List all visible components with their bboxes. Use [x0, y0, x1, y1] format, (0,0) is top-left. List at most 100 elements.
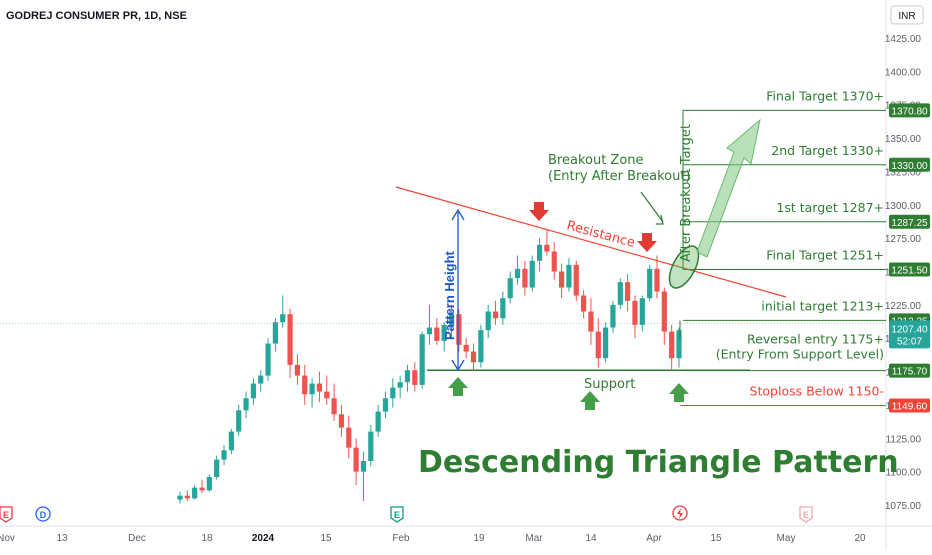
candle-body-20 [324, 391, 330, 399]
time-tick-0: Nov [0, 533, 15, 544]
price-tick-8: 1225.00 [885, 301, 922, 312]
candle-body-37 [448, 314, 455, 325]
level-label-6: Stoploss Below 1150- [750, 383, 884, 398]
breakout-pointer-head [656, 214, 664, 225]
event-marker-2[interactable] [390, 506, 404, 523]
candle-body-62 [632, 300, 638, 325]
event-marker-label-2: E [394, 510, 400, 520]
candle-body-59 [610, 304, 616, 328]
candle-body-16 [294, 364, 301, 376]
candle-body-10 [250, 383, 256, 399]
level-label2-5: (Entry From Support Level) [716, 347, 884, 362]
level-badge-0 [889, 103, 930, 118]
time-tick-8: Mar [525, 533, 543, 544]
level-badge-1 [889, 157, 930, 172]
candle-body-3 [199, 487, 205, 491]
level-badge-5 [889, 363, 930, 378]
after-breakout-target-label: After Breakout Target [679, 124, 694, 262]
candle-body-19 [316, 383, 323, 392]
last-price-countdown: 52:07 [897, 336, 922, 347]
candle-body-44 [500, 298, 506, 319]
candle-body-8 [236, 410, 242, 432]
level-badge-2 [889, 214, 930, 229]
candle-body-45 [507, 278, 513, 299]
event-marker-3[interactable] [799, 506, 813, 523]
candle-body-43 [492, 311, 499, 319]
resistance-label: Resistance [565, 218, 637, 251]
time-tick-5: 15 [320, 533, 332, 544]
candle-body-15 [287, 314, 293, 365]
event-marker-0[interactable] [0, 506, 13, 523]
last-price-value: 1207.40 [891, 324, 928, 335]
level-label-0: Final Target 1370+ [766, 88, 884, 103]
resistance-touch-arrow-2 [637, 233, 657, 252]
event-marker-label-3: E [803, 510, 809, 520]
time-tick-1: 13 [56, 533, 68, 544]
candle-body-38 [456, 314, 462, 345]
time-tick-2: Dec [128, 533, 146, 544]
level-badge-text-6: 1149.60 [892, 401, 928, 412]
candle-body-53 [566, 264, 572, 288]
price-tick-6: 1275.00 [885, 234, 922, 245]
resistance-touch-arrow-1 [529, 202, 549, 221]
candle-body-64 [647, 268, 653, 299]
candle-body-51 [551, 251, 557, 272]
candle-body-6 [221, 450, 227, 460]
candle-body-5 [214, 459, 220, 477]
candle-body-66 [661, 291, 667, 332]
support-touch-arrow-2 [580, 391, 600, 410]
time-tick-3: 18 [201, 533, 213, 544]
candle-body-35 [434, 327, 440, 341]
time-tick-11: 15 [710, 533, 722, 544]
candle-body-54 [573, 264, 579, 296]
price-tick-14: 1075.00 [885, 501, 922, 512]
currency-selector[interactable]: INR [890, 5, 924, 25]
price-tick-0: 1425.00 [885, 34, 922, 45]
candle-body-47 [522, 268, 528, 288]
level-badge-text-5: 1175.70 [892, 367, 928, 378]
breakout-zone-ellipse [668, 245, 700, 289]
time-tick-4: 2024 [252, 533, 275, 544]
candle-body-1 [184, 495, 190, 499]
candle-body-18 [309, 383, 315, 395]
breakout-pointer-line [640, 191, 664, 223]
candle-body-28 [382, 398, 389, 412]
level-badge-text-2: 1287.25 [891, 218, 928, 229]
breakout-zone-label: Breakout Zone [548, 153, 644, 168]
candle-body-46 [514, 268, 521, 279]
price-tick-12: 1125.00 [886, 434, 922, 445]
time-tick-12: May [777, 533, 796, 544]
time-tick-13: 20 [854, 533, 866, 544]
candle-body-36 [441, 324, 447, 341]
level-badge-3 [889, 262, 930, 277]
candle-body-0 [177, 495, 183, 500]
event-marker-1[interactable] [35, 506, 51, 522]
level-label-5: Reversal entry 1175+ [747, 332, 884, 347]
pattern-height-label: Pattern Height [442, 250, 457, 340]
symbol-title: GODREJ CONSUMER PR, 1D, NSE [6, 10, 187, 22]
candle-body-32 [412, 370, 418, 385]
time-tick-7: 19 [473, 533, 485, 544]
candle-body-49 [536, 244, 543, 261]
candle-body-60 [617, 282, 623, 305]
candle-body-68 [676, 330, 682, 359]
price-tick-1: 1400.00 [885, 67, 922, 78]
candle-body-65 [654, 268, 660, 292]
candle-body-14 [280, 314, 286, 323]
candle-body-2 [192, 487, 198, 499]
candle-body-24 [353, 447, 359, 472]
candle-body-17 [302, 375, 308, 395]
candle-body-13 [272, 322, 278, 344]
support-label: Support [584, 377, 635, 392]
currency-label: INR [898, 11, 915, 22]
level-label-2: 1st target 1287+ [776, 200, 884, 215]
candle-body-33 [419, 334, 425, 385]
candle-body-26 [368, 431, 374, 461]
level-label-4: initial target 1213+ [761, 298, 884, 313]
candle-body-42 [485, 311, 491, 331]
price-tick-5: 1300.00 [885, 201, 922, 212]
candle-body-63 [639, 298, 645, 325]
price-tick-3: 1350.00 [885, 134, 922, 145]
